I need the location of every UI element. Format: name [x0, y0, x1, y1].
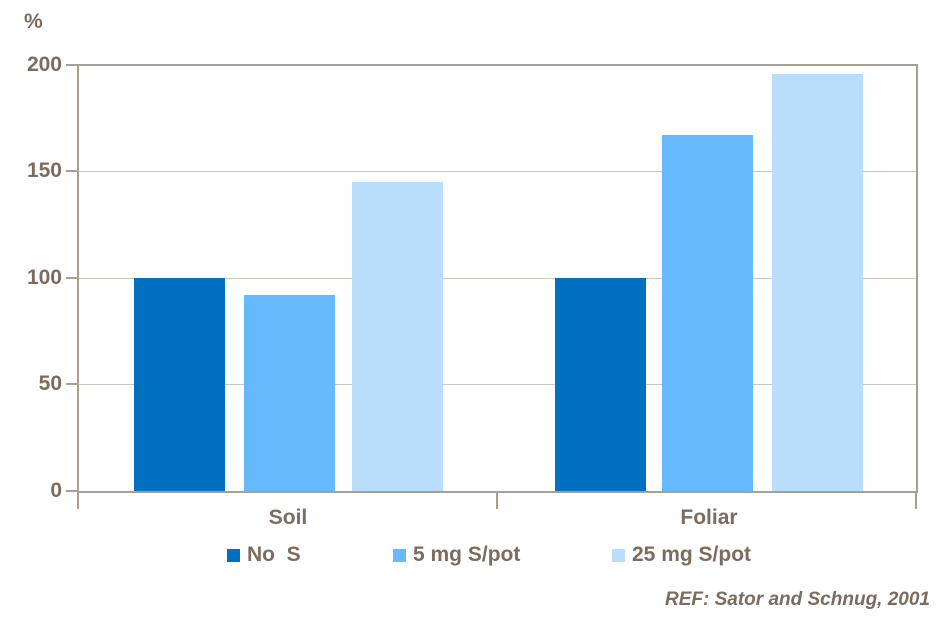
- y-tick-mark-150: [66, 170, 77, 172]
- y-tick-label-50: 50: [38, 372, 62, 395]
- x-tick-mark-center: [496, 492, 498, 509]
- legend-item-25mg: 25 mg S/pot: [612, 543, 751, 567]
- y-tick-mark-0: [66, 490, 77, 492]
- bar-soil-no-s: [134, 278, 225, 491]
- y-tick-label-100: 100: [26, 266, 62, 289]
- y-axis-unit-label: %: [24, 10, 43, 33]
- legend-label-25mg: 25 mg S/pot: [632, 543, 752, 566]
- bar-foliar-25-mg-s-pot: [772, 74, 863, 491]
- legend-item-no-s: No S: [227, 543, 301, 567]
- y-tick-label-150: 150: [26, 159, 62, 182]
- legend-label-no-s: No S: [247, 543, 301, 566]
- x-tick-mark-left: [77, 492, 79, 509]
- category-label-soil: Soil: [268, 506, 308, 529]
- category-label-foliar: Foliar: [680, 506, 738, 529]
- y-tick-label-200: 200: [26, 53, 62, 76]
- y-tick-mark-50: [66, 383, 77, 385]
- bar-soil-5-mg-s-pot: [244, 295, 335, 491]
- bar-foliar-no-s: [555, 278, 646, 491]
- legend-label-5mg: 5 mg S/pot: [413, 543, 521, 566]
- x-tick-mark-right: [915, 492, 917, 509]
- gridline-150: [79, 171, 916, 172]
- plot-border-right: [916, 64, 918, 493]
- legend-swatch-5mg: [393, 548, 406, 562]
- bar-foliar-5-mg-s-pot: [662, 135, 753, 491]
- gridline-100: [79, 278, 916, 279]
- y-axis-line: [77, 64, 79, 493]
- y-tick-label-0: 0: [50, 479, 62, 502]
- legend-item-5mg: 5 mg S/pot: [393, 543, 520, 567]
- y-tick-mark-100: [66, 277, 77, 279]
- plot-border-top: [77, 64, 918, 66]
- legend-swatch-25mg: [612, 548, 625, 562]
- bar-soil-25-mg-s-pot: [352, 182, 443, 491]
- legend-swatch-no-s: [227, 548, 240, 562]
- reference-text: REF: Sator and Schnug, 2001: [665, 589, 930, 610]
- gridline-50: [79, 384, 916, 385]
- y-tick-mark-200: [66, 64, 77, 66]
